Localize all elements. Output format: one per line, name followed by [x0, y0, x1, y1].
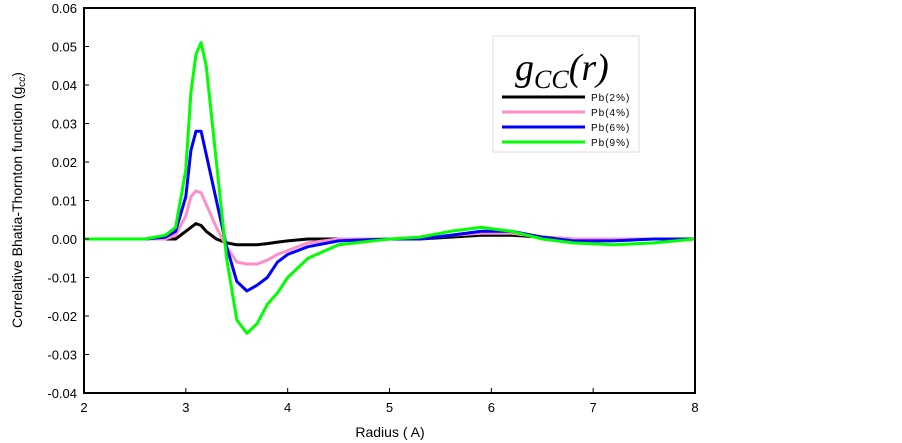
series-line-3	[84, 41, 696, 335]
x-tick-label: 8	[691, 400, 698, 415]
series-group	[84, 41, 696, 335]
x-tick-label: 2	[80, 400, 87, 415]
x-tick-label: 3	[182, 400, 189, 415]
legend-title: gCC(r)	[515, 47, 609, 94]
series-line-2	[84, 129, 695, 293]
y-tick-label: 0.06	[52, 1, 77, 16]
legend-box	[492, 35, 640, 153]
legend-title-end: (r)	[569, 47, 609, 89]
y-axis-label-end: )	[9, 72, 25, 77]
y-tick-label: 0.02	[52, 155, 77, 170]
y-tick-label: 0.01	[52, 194, 77, 209]
legend-title-g: g	[515, 47, 534, 89]
y-tick-label: 0.03	[52, 117, 77, 132]
y-axis-label-sub: cc	[17, 77, 28, 87]
y-tick-label: -0.02	[47, 309, 77, 324]
legend-label: Pb(4%)	[591, 108, 630, 119]
y-tick-label: 0.00	[52, 232, 77, 247]
legend-label: Pb(2%)	[591, 93, 630, 104]
y-tick-label: 0.04	[52, 78, 77, 93]
y-tick-label: 0.05	[52, 40, 77, 55]
legend-title-sub: CC	[534, 65, 569, 94]
y-axis-label-main: Correlative Bhatia-Thornton function (g	[9, 87, 25, 328]
x-tick-label: 7	[590, 400, 597, 415]
x-axis-label: Radius ( A)	[355, 424, 424, 440]
y-tick-label: -0.01	[47, 271, 77, 286]
x-tick-label: 6	[488, 400, 495, 415]
x-tick-label: 4	[284, 400, 291, 415]
legend-label: Pb(9%)	[591, 138, 630, 149]
ticks-group: 2 3 4 5 6 7 8 -0.04 -0.03 -0.02 -0.01 0.00 0.01 0.02 0…	[47, 1, 698, 415]
legend: gCC(r) Pb(2%) Pb(4%) Pb(6%) Pb(9%)	[492, 35, 640, 153]
y-axis-label: Correlative Bhatia-Thornton function (gc…	[9, 72, 28, 328]
y-tick-label: -0.04	[47, 386, 77, 401]
x-tick-label: 5	[386, 400, 393, 415]
legend-label: Pb(6%)	[591, 123, 630, 134]
y-tick-label: -0.03	[47, 348, 77, 363]
